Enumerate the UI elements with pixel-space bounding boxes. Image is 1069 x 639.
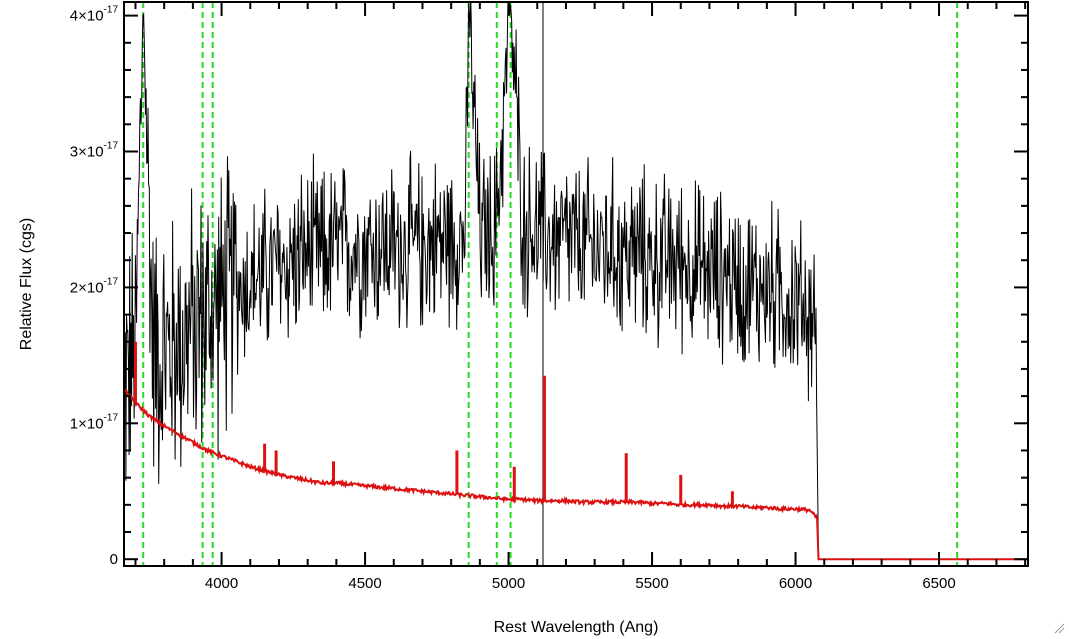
y-tick-label: 3×10-17	[70, 140, 119, 160]
y-tick-label: 4×10-17	[70, 5, 119, 25]
plot-area	[124, 2, 1028, 566]
y-tick-exponent: -17	[104, 412, 119, 423]
y-axis-title: Relative Flux (cgs)	[18, 218, 35, 350]
y-tick-label: 1×10-17	[70, 412, 119, 432]
x-tick-label: 6000	[779, 575, 812, 592]
y-axis: 0 1×10-17 2×10-17 3×10-17 4×10-17	[70, 5, 1028, 568]
y-tick-label: 0	[110, 551, 118, 568]
y-tick-exponent: -17	[104, 276, 119, 287]
y-tick-label: 2×10-17	[70, 276, 119, 296]
resize-grip-icon[interactable]	[1053, 621, 1065, 634]
observed-spectrum-line	[124, 2, 819, 560]
x-axis-title: Rest Wavelength (Ang)	[494, 619, 659, 636]
x-tick-label: 6500	[922, 575, 955, 592]
y-tick-exponent: -17	[104, 140, 119, 151]
x-tick-label: 5000	[492, 575, 525, 592]
y-tick-exponent: -17	[104, 5, 119, 16]
x-axis: 4000 4500 5000 5500 6000 6500	[134, 2, 1027, 592]
plot-frame	[123, 1, 1029, 567]
x-tick-label: 4000	[205, 575, 238, 592]
x-tick-label: 5500	[635, 575, 668, 592]
model-spectrum-line	[124, 388, 1028, 561]
x-tick-label: 4500	[348, 575, 381, 592]
